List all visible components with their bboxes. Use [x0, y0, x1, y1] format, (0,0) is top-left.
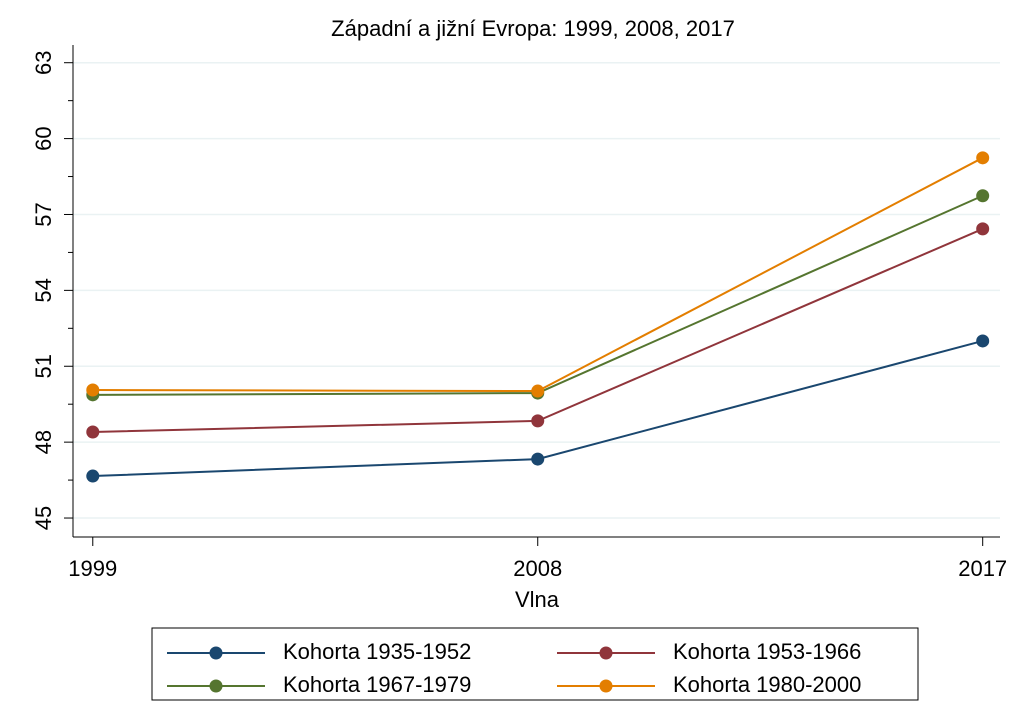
legend-swatch-marker	[209, 646, 223, 660]
legend-swatch-marker	[599, 679, 613, 693]
point	[86, 469, 100, 483]
y-tick-label: 63	[31, 50, 56, 74]
point	[86, 425, 100, 439]
point	[976, 189, 990, 203]
chart-title: Západní a jižní Evropa: 1999, 2008, 2017	[331, 16, 735, 41]
y-tick-label: 45	[31, 506, 56, 530]
x-tick-label: 1999	[68, 556, 117, 581]
y-tick-label: 48	[31, 430, 56, 454]
x-axis-title: Vlna	[515, 587, 560, 612]
point	[531, 452, 545, 466]
legend-label: Kohorta 1935-1952	[283, 639, 471, 664]
legend-label: Kohorta 1967-1979	[283, 672, 471, 697]
point	[976, 151, 990, 165]
legend-swatch-marker	[599, 646, 613, 660]
point	[976, 222, 990, 236]
legend-label: Kohorta 1980-2000	[673, 672, 861, 697]
x-tick-label: 2017	[958, 556, 1007, 581]
legend-box	[151, 627, 919, 701]
legend-label: Kohorta 1953-1966	[673, 639, 861, 664]
point	[531, 384, 545, 398]
point	[976, 334, 990, 348]
y-tick-label: 60	[31, 126, 56, 150]
point	[531, 414, 545, 428]
y-tick-label: 54	[31, 278, 56, 302]
point	[86, 383, 100, 397]
legend-swatch-marker	[209, 679, 223, 693]
x-tick-label: 2008	[513, 556, 562, 581]
y-tick-label: 51	[31, 354, 56, 378]
y-tick-label: 57	[31, 202, 56, 226]
